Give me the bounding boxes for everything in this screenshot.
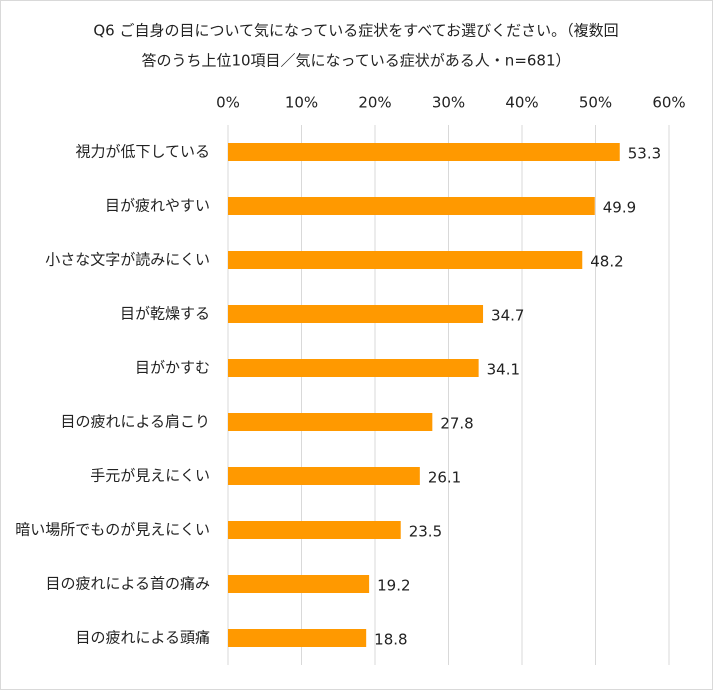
bar (228, 305, 484, 323)
value-label: 23.5 (409, 523, 442, 541)
value-label: 48.2 (590, 253, 623, 271)
x-tick-label: 50% (579, 94, 612, 112)
bar (228, 413, 433, 431)
bar (228, 521, 401, 539)
x-tick-label: 30% (432, 94, 465, 112)
bar (228, 629, 367, 647)
value-label: 49.9 (603, 199, 636, 217)
x-tick-label: 10% (285, 94, 318, 112)
bar (228, 251, 583, 269)
value-label: 53.3 (628, 145, 661, 163)
x-tick-label: 60% (652, 94, 685, 112)
y-tick-label: 小さな文字が読みにくい (45, 251, 210, 269)
x-tick-label: 20% (358, 94, 391, 112)
chart-title: 答のうち上位10項目／気になっている症状がある人・n=681） (141, 52, 570, 70)
value-label: 27.8 (440, 415, 473, 433)
value-label: 34.1 (487, 361, 520, 379)
value-label: 34.7 (491, 307, 524, 325)
value-label: 18.8 (374, 631, 407, 649)
y-tick-label: 目がかすむ (135, 359, 210, 377)
y-tick-label: 手元が見えにくい (90, 467, 210, 485)
y-tick-label: 目が乾燥する (120, 305, 210, 323)
y-tick-label: 目の疲れによる首の痛み (45, 575, 210, 593)
bar (228, 467, 420, 485)
bar (228, 575, 370, 593)
y-tick-label: 暗い場所でものが見えにくい (15, 521, 210, 539)
bar (228, 359, 479, 377)
bar (228, 143, 620, 161)
bar (228, 197, 595, 215)
x-tick-label: 0% (216, 94, 240, 112)
x-tick-label: 40% (505, 94, 538, 112)
value-label: 26.1 (428, 469, 461, 487)
chart-title: Q6 ご自身の目について気になっている症状をすべてお選びください。（複数回 (93, 22, 618, 40)
value-label: 19.2 (377, 577, 410, 595)
y-tick-label: 視力が低下している (75, 143, 210, 161)
y-tick-label: 目が疲れやすい (105, 197, 210, 215)
y-tick-label: 目の疲れによる頭痛 (75, 629, 210, 647)
y-tick-label: 目の疲れによる肩こり (60, 413, 210, 431)
